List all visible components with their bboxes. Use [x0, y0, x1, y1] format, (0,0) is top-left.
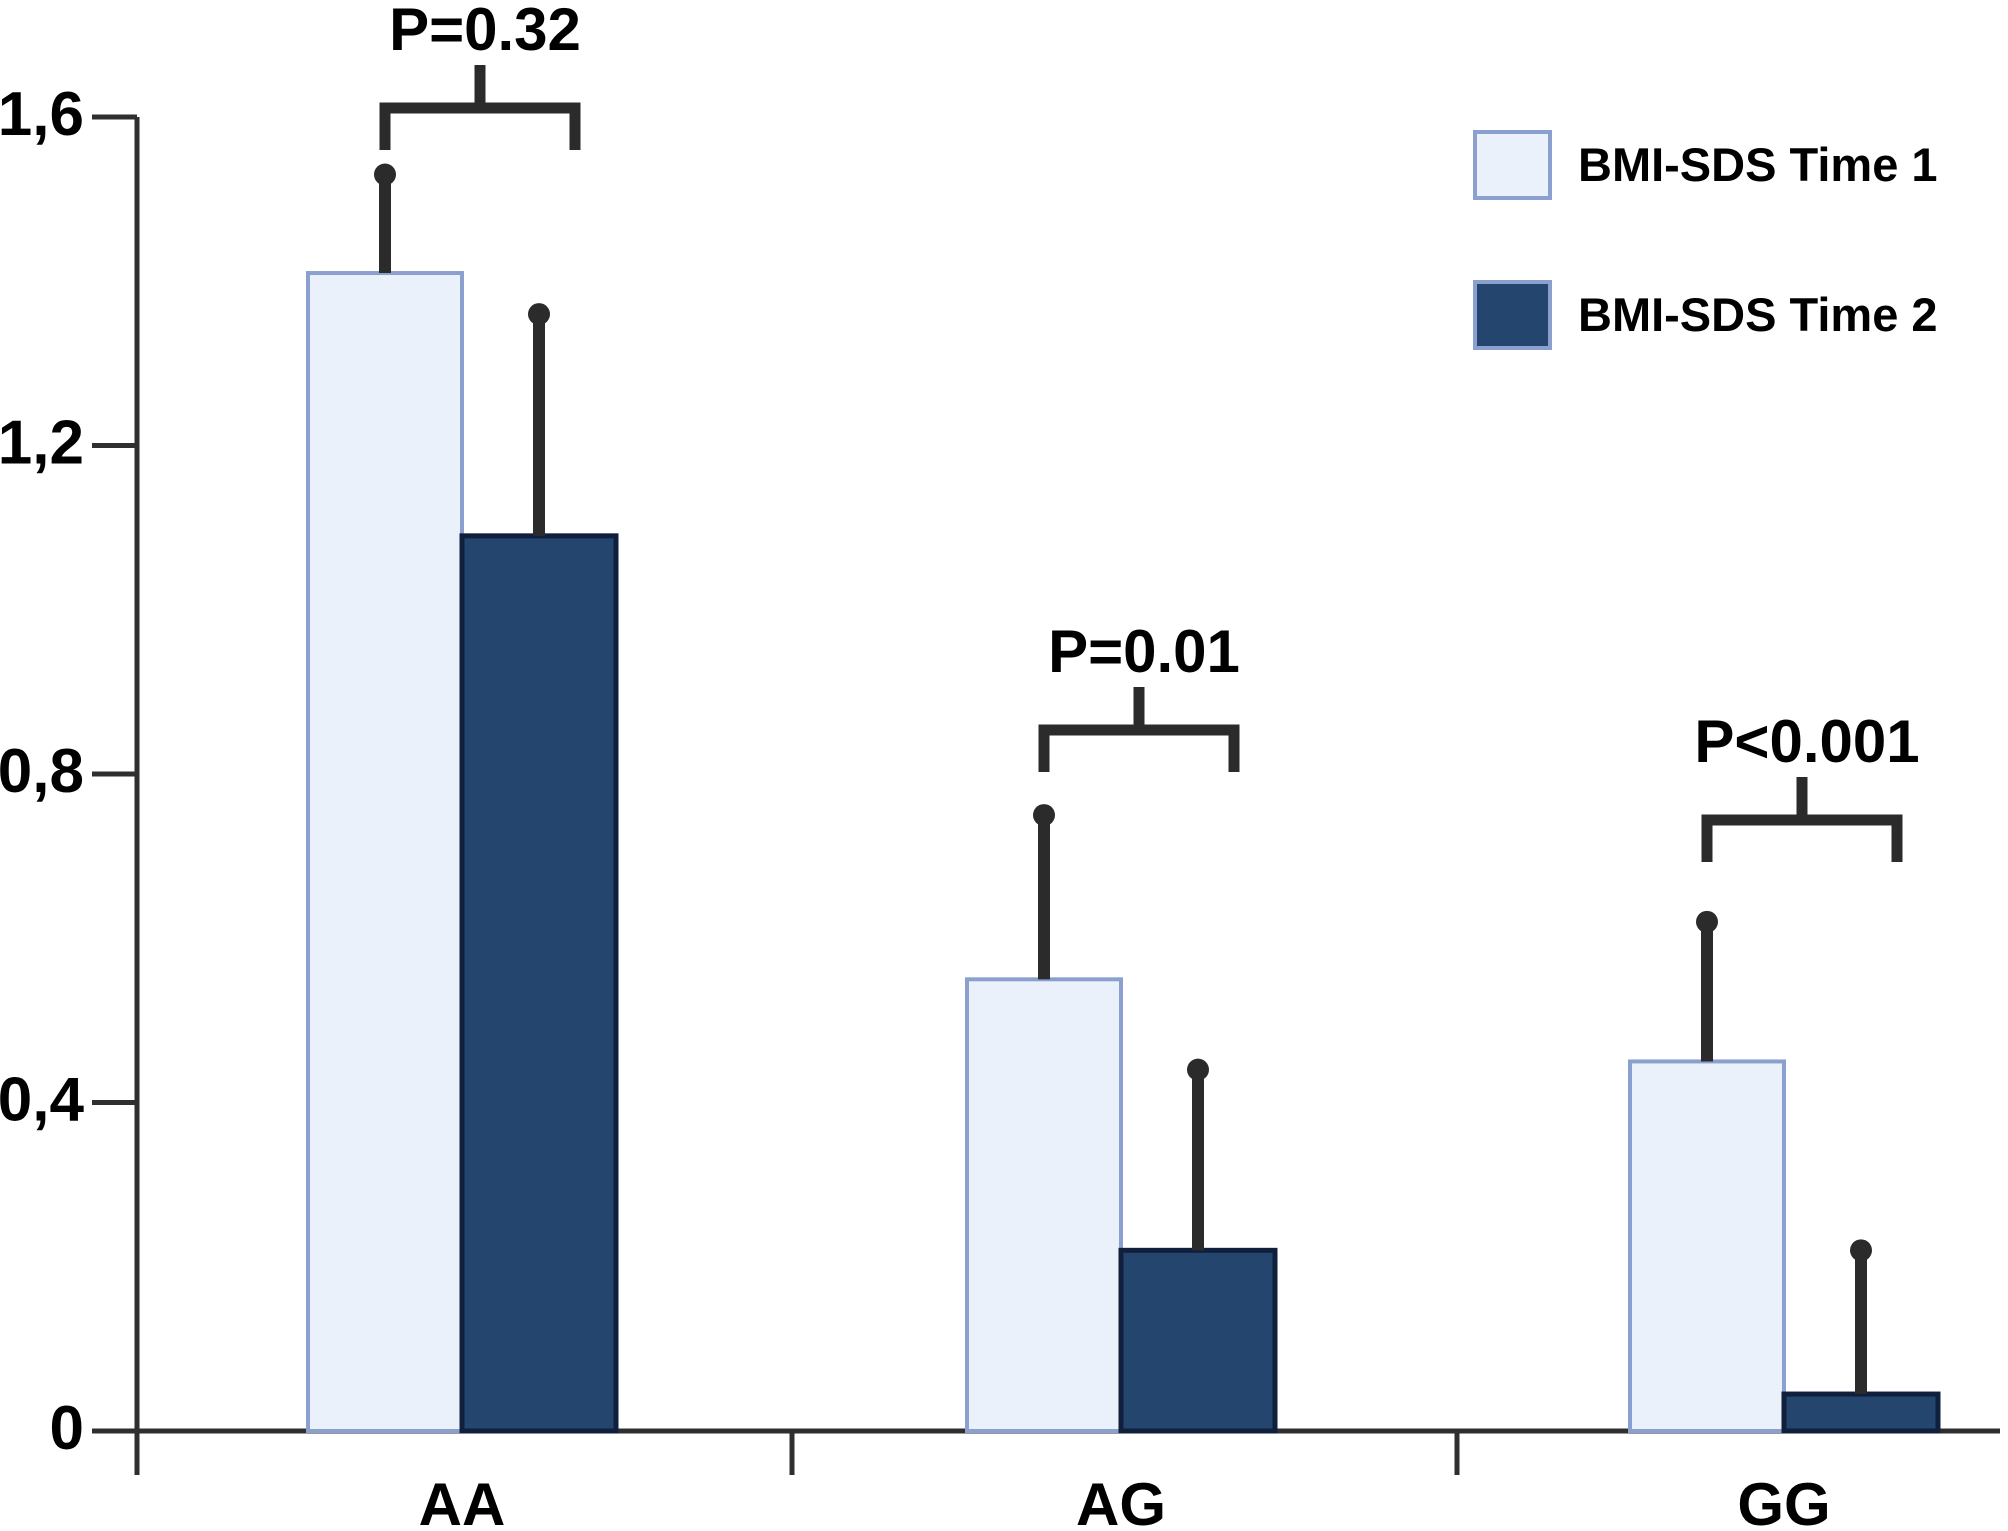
error-bar-cap-dot — [1187, 1058, 1209, 1081]
legend-swatch-time1 — [1473, 130, 1552, 200]
p-value-label-gg: P<0.001 — [1694, 708, 1919, 775]
legend-swatch-time2 — [1473, 280, 1552, 350]
y-tick-label: 1,6 — [0, 80, 84, 149]
x-category-label-aa: AA — [419, 1471, 506, 1531]
x-category-label-ag: AG — [1076, 1471, 1166, 1531]
error-bar-cap-dot — [374, 163, 396, 186]
significance-bracket-gg — [1701, 777, 1903, 862]
p-value-label-aa: P=0.32 — [389, 0, 581, 63]
x-category-label-gg: GG — [1737, 1471, 1830, 1531]
y-tick-label: 0,4 — [0, 1066, 85, 1135]
error-bar-cap-dot — [1850, 1239, 1872, 1262]
error-bar-cap-dot — [1696, 910, 1718, 933]
y-tick-label: 0,8 — [0, 737, 84, 806]
legend-label-time2: BMI-SDS Time 2 — [1578, 288, 1938, 341]
bar-aa-time1 — [306, 271, 464, 1434]
bar-aa-time2 — [459, 533, 619, 1434]
p-value-label-ag: P=0.01 — [1048, 618, 1240, 685]
bar-ag-time1 — [965, 977, 1123, 1433]
bar-gg-time2 — [1781, 1391, 1941, 1434]
error-bar-cap-dot — [528, 303, 550, 326]
y-tick-label: 0 — [50, 1394, 84, 1463]
bar-gg-time1 — [1628, 1059, 1786, 1433]
bar-ag-time2 — [1118, 1247, 1278, 1434]
legend-label-time1: BMI-SDS Time 1 — [1578, 138, 1938, 191]
significance-bracket-aa — [379, 65, 581, 150]
error-bar-cap-dot — [1033, 804, 1055, 827]
y-tick-label: 1,2 — [0, 409, 84, 478]
significance-bracket-ag — [1038, 687, 1240, 772]
